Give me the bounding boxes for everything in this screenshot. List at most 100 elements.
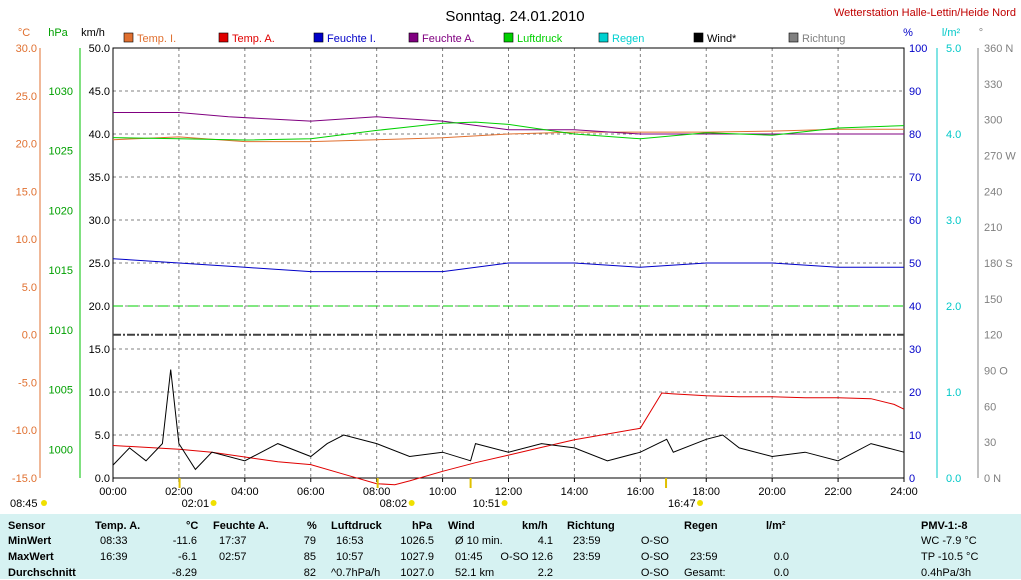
marker-dot: [41, 500, 47, 506]
stats-row-label: MaxWert: [8, 551, 54, 563]
stats-row-label: MinWert: [8, 535, 52, 547]
series-line-wind: [112, 369, 905, 471]
series-lines: [112, 112, 905, 486]
direction-tick-label: 0 N: [984, 473, 1001, 485]
wind-tick-label: 20.0: [89, 301, 110, 313]
stats-header-humidity-unit: %: [307, 520, 317, 532]
rain-tick-label: 3.0: [946, 215, 961, 227]
pressure-tick-label: 1020: [49, 205, 73, 217]
stats-cell: 1027.0: [400, 567, 434, 579]
pressure-tick-label: 1015: [49, 265, 73, 277]
stats-cell: 01:45: [455, 551, 483, 563]
humidity-tick-label: 100: [909, 43, 927, 55]
stats-cell: Ø 10 min.: [455, 535, 503, 547]
wind-tick-label: 10.0: [89, 387, 110, 399]
stats-header-sensor: Sensor: [8, 520, 46, 532]
wind-tick-label: 45.0: [89, 86, 110, 98]
stats-cell: 52.1 km: [455, 567, 495, 579]
wind-tick-label: 15.0: [89, 344, 110, 356]
legend-swatch: [503, 32, 514, 43]
temp-tick-label: -10.0: [12, 425, 37, 437]
pressure-tick-label: 1025: [49, 146, 73, 158]
direction-tick-label: 60: [984, 401, 996, 413]
legend-label: Luftdruck: [517, 33, 563, 45]
direction-tick-label: 150: [984, 294, 1002, 306]
direction-tick-label: 330: [984, 79, 1002, 91]
legend-swatch: [693, 32, 704, 43]
stats-cell: 0.0: [773, 551, 789, 563]
pressure-axis-unit: hPa: [48, 27, 68, 39]
marker-label: 08:45: [10, 498, 38, 510]
legend-swatch: [788, 32, 799, 43]
direction-tick-label: 90 O: [984, 366, 1008, 378]
legend-label: Feuchte I.: [327, 33, 376, 45]
stats-header-wind-unit: km/h: [522, 520, 548, 532]
marker-dot: [210, 500, 217, 506]
marker-label: 10:51: [473, 498, 501, 510]
marker-dot: [501, 500, 508, 506]
humidity-tick-label: 90: [909, 86, 921, 98]
weather-chart: Sonntag. 24.01.2010 Wetterstation Halle-…: [10, 7, 1016, 510]
stats-header-rain-unit: l/m²: [766, 520, 786, 532]
wind-axis-unit: km/h: [81, 27, 105, 39]
temp-tick-label: 5.0: [22, 282, 37, 294]
stats-cell: 02:57: [219, 551, 247, 563]
rain-tick-label: 2.0: [946, 301, 961, 313]
wind-axis-ticks: 50.0 45.0 40.0 35.0 30.0 25.0 20.0 15.0 10.0 5.0 0…: [89, 43, 110, 485]
stats-cell: 16:39: [100, 551, 128, 563]
stats-cell: WC -7.9 °C: [921, 535, 977, 547]
time-tick-label: 00:00: [99, 486, 127, 498]
legend-label: Temp. A.: [232, 33, 275, 45]
wind-tick-label: 5.0: [95, 430, 110, 442]
humidity-axis-unit: %: [903, 27, 913, 39]
time-tick-label: 20:00: [758, 486, 786, 498]
stats-cell: 79: [303, 535, 316, 547]
temp-tick-label: 15.0: [16, 186, 37, 198]
legend-swatch: [123, 32, 134, 43]
temp-tick-label: -5.0: [18, 377, 37, 389]
humidity-tick-label: 40: [909, 301, 921, 313]
stats-header-wind: Wind: [448, 520, 475, 532]
series-line-feuchte-a: [113, 112, 904, 135]
legend: Temp. I. Temp. A. Feuchte I. Feuchte A. Luft…: [123, 32, 845, 45]
marker-dot: [408, 500, 415, 506]
temp-tick-label: 20.0: [16, 139, 37, 151]
stats-cell: 17:37: [219, 535, 247, 547]
series-line-feuchte-i: [112, 258, 904, 273]
stats-cell: O-SO: [640, 567, 669, 579]
stats-cell: -6.1: [178, 551, 197, 563]
rain-tick-label: 5.0: [946, 43, 961, 55]
wind-tick-label: 35.0: [89, 172, 110, 184]
humidity-tick-label: 60: [909, 215, 921, 227]
stats-cell: -11.6: [172, 535, 197, 547]
stats-cell: -8.29: [171, 567, 197, 579]
temp-axis-unit: °C: [18, 27, 30, 39]
stats-header-pressure-unit: hPa: [412, 520, 433, 532]
time-axis-ticks: 00:00 02:00 04:00 06:00 08:00 10:00 12:00 14:00…: [99, 478, 918, 498]
statistics-table: Sensor Temp. A. °C Feuchte A. % Luftdruc…: [0, 514, 1021, 579]
direction-tick-label: 180 S: [984, 258, 1013, 270]
time-tick-label: 14:00: [561, 486, 589, 498]
humidity-tick-label: 10: [909, 430, 921, 442]
stats-header-temp: Temp. A.: [95, 520, 141, 532]
pressure-axis-ticks: 1030 1025 1020 1015 1010 1005 1000: [49, 86, 73, 456]
stats-cell: O-SO: [640, 535, 669, 547]
humidity-tick-label: 80: [909, 129, 921, 141]
stats-cell: 08:33: [100, 535, 128, 547]
direction-tick-label: 240: [984, 186, 1002, 198]
pressure-tick-label: 1030: [49, 86, 73, 98]
stats-cell: 4.1: [537, 535, 553, 547]
stats-cell: O-SO: [640, 551, 669, 563]
time-tick-label: 08:00: [363, 486, 391, 498]
time-tick-label: 06:00: [297, 486, 325, 498]
legend-label: Richtung: [802, 33, 845, 45]
time-tick-label: 22:00: [824, 486, 852, 498]
time-tick-label: 04:00: [231, 486, 259, 498]
legend-label: Temp. I.: [137, 33, 176, 45]
wind-tick-label: 50.0: [89, 43, 110, 55]
stats-cell: 10:57: [336, 551, 364, 563]
station-name: Wetterstation Halle-Lettin/Heide Nord: [834, 7, 1016, 19]
rain-tick-label: 4.0: [946, 129, 961, 141]
wind-tick-label: 40.0: [89, 129, 110, 141]
